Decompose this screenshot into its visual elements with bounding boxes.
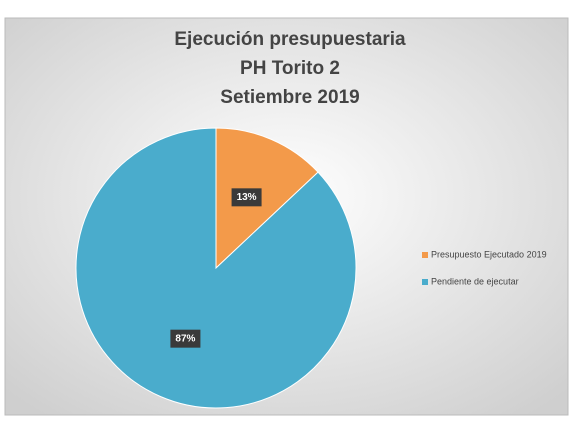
- legend-label: Presupuesto Ejecutado 2019: [431, 249, 547, 259]
- title: Ejecución presupuestaria PH Torito 2 Setie…: [174, 29, 406, 108]
- chart-title: Setiembre 2019: [220, 87, 359, 108]
- chart-title: PH Torito 2: [240, 58, 340, 79]
- value-label: 87%: [175, 333, 195, 344]
- pie-slice: [215, 127, 319, 270]
- value-label-box: [231, 188, 262, 207]
- legend: Presupuesto Ejecutado 2019 Pendiente de e…: [422, 249, 547, 286]
- value-label-box: [170, 329, 201, 348]
- legend-swatch: [422, 279, 428, 285]
- pie: 13% 87%: [75, 127, 357, 409]
- pie-slice: [75, 127, 357, 409]
- chart-title: Ejecución presupuestaria: [174, 29, 406, 50]
- legend-swatch: [422, 252, 428, 258]
- legend-label: Pendiente de ejecutar: [431, 276, 519, 286]
- value-label: 13%: [237, 192, 257, 203]
